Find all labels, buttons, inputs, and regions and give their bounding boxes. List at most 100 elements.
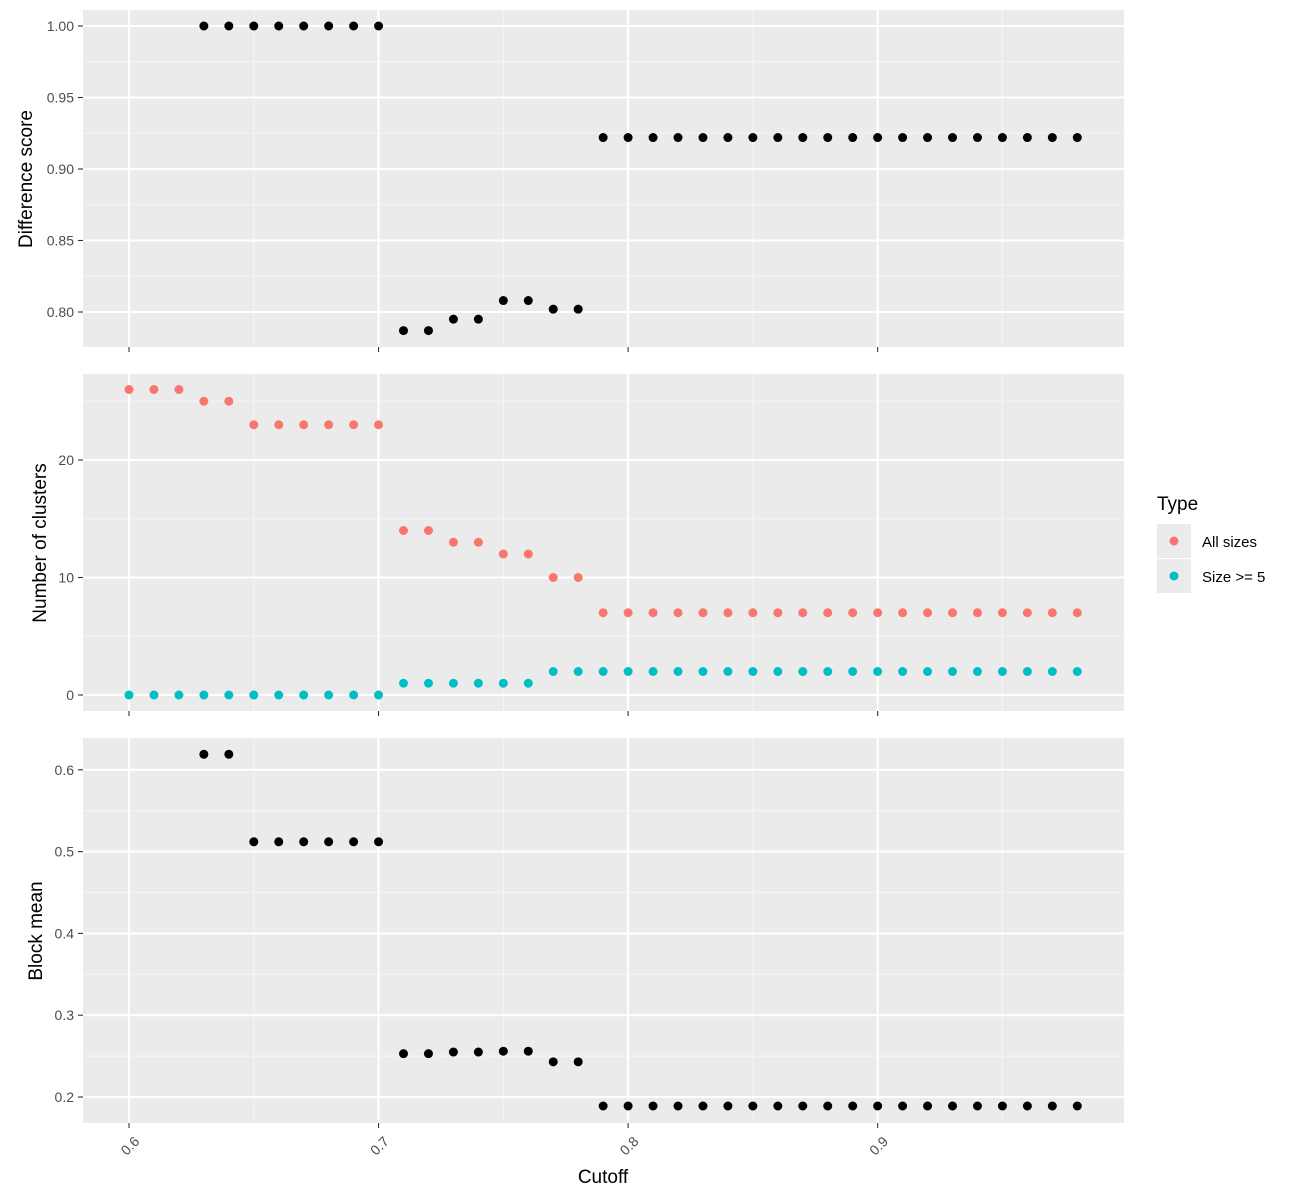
data-point (374, 420, 384, 430)
legend-title: Type (1157, 494, 1198, 515)
data-point (923, 1101, 933, 1111)
data-point (199, 749, 209, 759)
plot-background (83, 374, 1124, 711)
data-point (898, 133, 908, 143)
data-point (448, 1047, 458, 1057)
data-point (573, 667, 583, 676)
panel-2: 0 10 20 Number of clusters (30, 374, 1124, 716)
data-point (548, 1057, 558, 1067)
data-point (723, 667, 733, 676)
data-point (873, 608, 883, 618)
data-point (598, 1101, 608, 1111)
data-point (199, 690, 209, 700)
series-all-sizes (124, 385, 1082, 618)
data-point (448, 314, 458, 324)
data-point (748, 608, 758, 618)
data-point (548, 304, 558, 314)
data-point (1072, 667, 1082, 676)
data-point (623, 133, 633, 143)
series-1 (199, 21, 1082, 336)
data-point (898, 608, 908, 618)
data-point (1022, 667, 1032, 676)
data-point (972, 608, 982, 618)
data-point (174, 385, 184, 394)
data-point (773, 608, 783, 618)
data-point (1022, 1101, 1032, 1111)
data-point (274, 420, 284, 430)
data-point (948, 1101, 958, 1111)
data-point (1072, 1101, 1082, 1111)
data-point (473, 1047, 483, 1057)
data-point (423, 678, 433, 688)
y-tick-label: 0.5 (55, 844, 75, 860)
data-point (773, 133, 783, 143)
data-point (423, 326, 433, 336)
y-tick-label: 0.80 (47, 304, 74, 320)
panel-1: 0.80 0.85 0.90 0.95 1.00 Difference score (16, 10, 1124, 352)
y-axis-title: Number of clusters (30, 463, 51, 622)
y-axis-title: Difference score (16, 110, 37, 248)
data-point (648, 133, 658, 143)
data-point (798, 608, 808, 618)
data-point (523, 296, 533, 306)
data-point (698, 608, 708, 618)
data-point (948, 133, 958, 143)
data-point (224, 396, 234, 406)
series-1 (199, 749, 1082, 1111)
data-point (224, 749, 234, 759)
data-point (274, 837, 284, 847)
data-point (848, 667, 858, 676)
data-point (1047, 667, 1057, 676)
y-tick-label: 0.4 (55, 925, 75, 941)
data-point (698, 133, 708, 143)
data-point (548, 667, 558, 676)
data-point (1047, 608, 1057, 618)
data-point (249, 690, 259, 700)
data-point (523, 1046, 533, 1056)
data-point (448, 678, 458, 688)
plot-background (83, 738, 1124, 1123)
panels: 0.80 0.85 0.90 0.95 1.00 Difference score 0 10 2… (16, 10, 1124, 1158)
data-point (498, 678, 508, 688)
y-tick-label: 1.00 (47, 18, 74, 34)
data-point (473, 537, 483, 547)
data-point (673, 608, 683, 618)
data-point (648, 608, 658, 618)
data-point (224, 21, 234, 31)
data-point (1022, 608, 1032, 618)
data-point (399, 1049, 409, 1059)
data-point (249, 21, 259, 31)
data-point (1072, 608, 1082, 618)
data-point (723, 608, 733, 618)
data-point (948, 667, 958, 676)
data-point (773, 667, 783, 676)
data-point (548, 573, 558, 582)
data-point (598, 667, 608, 676)
data-point (923, 133, 933, 143)
data-point (423, 526, 433, 535)
data-point (374, 690, 384, 700)
data-point (374, 21, 384, 31)
y-tick-label: 0.3 (55, 1007, 75, 1023)
data-point (898, 1101, 908, 1111)
y-tick-label: 10 (58, 570, 74, 586)
y-tick-label: 0.2 (55, 1089, 75, 1105)
y-tick-label: 0.6 (55, 762, 75, 778)
data-point (274, 21, 284, 31)
data-point (798, 133, 808, 143)
data-point (423, 1049, 433, 1059)
data-point (324, 837, 334, 847)
data-point (598, 133, 608, 143)
plot-background (83, 10, 1124, 347)
data-point (224, 690, 234, 700)
legend-key-all-sizes (1169, 536, 1179, 546)
legend-label-size-5: Size >= 5 (1202, 569, 1265, 586)
data-point (473, 314, 483, 324)
data-point (448, 537, 458, 547)
data-point (673, 667, 683, 676)
legend-label-all-sizes: All sizes (1202, 534, 1257, 551)
data-point (124, 690, 134, 700)
data-point (923, 667, 933, 676)
data-point (748, 1101, 758, 1111)
